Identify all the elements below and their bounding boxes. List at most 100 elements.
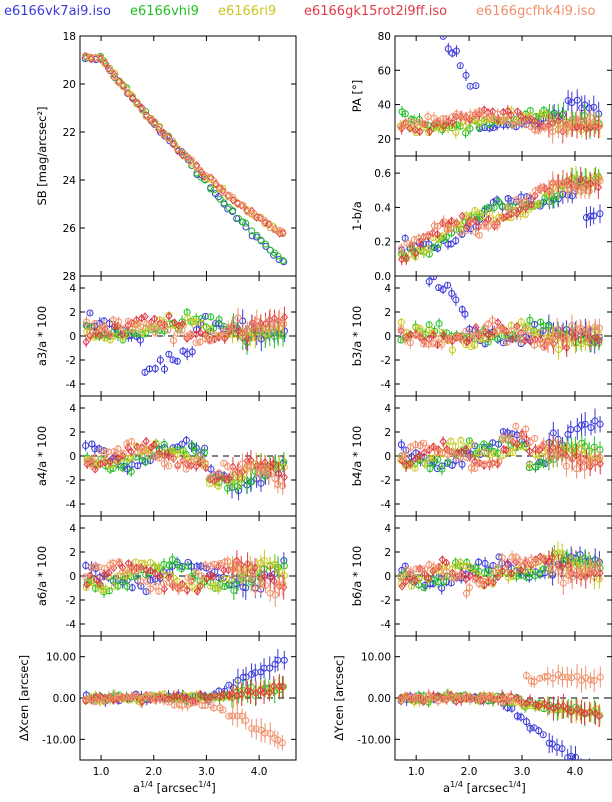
data-point: [234, 200, 242, 208]
data-point: [207, 582, 215, 590]
data-point: [262, 242, 270, 250]
data-point: [452, 452, 460, 460]
data-point: [215, 316, 223, 324]
data-point: [269, 459, 277, 469]
data-point: [155, 123, 163, 131]
data-point: [513, 439, 521, 449]
data-point: [193, 160, 201, 170]
data-point: [216, 195, 224, 203]
data-point: [280, 327, 288, 335]
data-point: [517, 563, 525, 571]
data-point: [443, 695, 451, 703]
data-point: [401, 110, 409, 118]
data-point: [576, 458, 584, 467]
data-point: [568, 556, 576, 564]
y-tick-label: 26: [63, 223, 77, 235]
data-point: [476, 213, 484, 221]
data-point: [456, 229, 464, 237]
data-point: [425, 278, 433, 286]
data-point: [160, 584, 168, 594]
data-point: [495, 440, 503, 448]
data-point: [531, 126, 539, 134]
data-point: [224, 463, 232, 471]
data-point: [438, 465, 446, 473]
ylabel-a6: a6/a * 100: [35, 546, 49, 606]
data-point: [517, 713, 525, 721]
data-point: [82, 318, 90, 326]
data-point: [567, 707, 575, 717]
data-point: [147, 323, 155, 331]
data-point: [173, 357, 181, 365]
y-tick-label: 4: [69, 523, 76, 535]
data-point: [147, 116, 155, 126]
data-point: [559, 701, 568, 711]
data-point: [442, 115, 450, 123]
data-point: [476, 330, 484, 338]
data-point: [494, 318, 502, 327]
data-point: [279, 228, 287, 238]
data-point: [142, 458, 150, 466]
data-point: [512, 557, 520, 567]
data-point: [457, 562, 465, 570]
data-point: [83, 580, 91, 589]
data-point: [271, 560, 279, 568]
data-point: [398, 581, 406, 591]
data-point: [270, 223, 278, 231]
data-point: [150, 563, 158, 571]
data-point: [170, 692, 178, 701]
data-point: [275, 469, 283, 478]
data-point: [187, 330, 195, 338]
data-point: [549, 571, 557, 579]
data-point: [425, 321, 433, 329]
data-point: [430, 276, 438, 281]
data-point: [421, 565, 429, 573]
data-point: [173, 691, 181, 701]
data-point: [416, 118, 424, 126]
data-point: [138, 106, 146, 114]
data-point: [503, 338, 511, 346]
x-tick-label: 2.0: [145, 766, 162, 778]
data-point: [178, 584, 186, 592]
data-point: [420, 337, 428, 346]
data-point: [95, 460, 103, 468]
data-point: [489, 568, 497, 576]
y-tick-label: 20: [63, 79, 76, 91]
data-point: [498, 554, 506, 562]
data-point: [563, 553, 571, 561]
ylabel-b4: b4/a * 100: [350, 426, 364, 487]
data-point: [119, 83, 127, 91]
data-point: [266, 316, 274, 324]
data-point: [503, 204, 511, 212]
data-point: [573, 705, 581, 714]
data-point: [101, 58, 109, 66]
data-point: [411, 576, 419, 585]
data-point: [210, 572, 218, 582]
data-point: [431, 123, 439, 131]
data-point: [457, 436, 465, 444]
data-point: [170, 318, 179, 327]
data-point: [573, 96, 581, 104]
data-point: [124, 89, 132, 97]
legend-entry-1: e6166vhi9: [130, 4, 199, 19]
markers-b3: [397, 276, 604, 360]
data-point: [127, 91, 135, 99]
y-tick-label: 60: [378, 65, 391, 77]
data-point: [433, 230, 442, 239]
data-point: [133, 99, 141, 107]
data-point: [448, 461, 456, 469]
data-point: [540, 699, 549, 708]
data-point: [184, 314, 192, 322]
data-point: [200, 449, 208, 457]
data-point: [545, 323, 553, 331]
y-tick-label: -2: [66, 595, 76, 607]
data-point: [398, 456, 406, 466]
data-point: [522, 322, 530, 330]
data-point: [541, 194, 549, 202]
data-point: [105, 568, 113, 577]
data-point: [248, 670, 256, 678]
data-point: [591, 323, 599, 331]
data-point: [159, 322, 167, 330]
data-point: [82, 695, 90, 703]
data-point: [160, 440, 168, 448]
data-point: [168, 556, 176, 564]
